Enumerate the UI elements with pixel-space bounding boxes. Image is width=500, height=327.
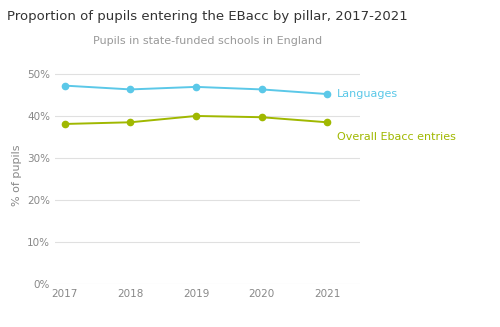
Text: Languages: Languages bbox=[337, 89, 398, 99]
Text: Proportion of pupils entering the EBacc by pillar, 2017-2021: Proportion of pupils entering the EBacc … bbox=[7, 10, 408, 23]
Y-axis label: % of pupils: % of pupils bbox=[12, 144, 22, 206]
Text: Overall Ebacc entries: Overall Ebacc entries bbox=[337, 131, 456, 142]
Text: Pupils in state-funded schools in England: Pupils in state-funded schools in Englan… bbox=[93, 36, 322, 46]
